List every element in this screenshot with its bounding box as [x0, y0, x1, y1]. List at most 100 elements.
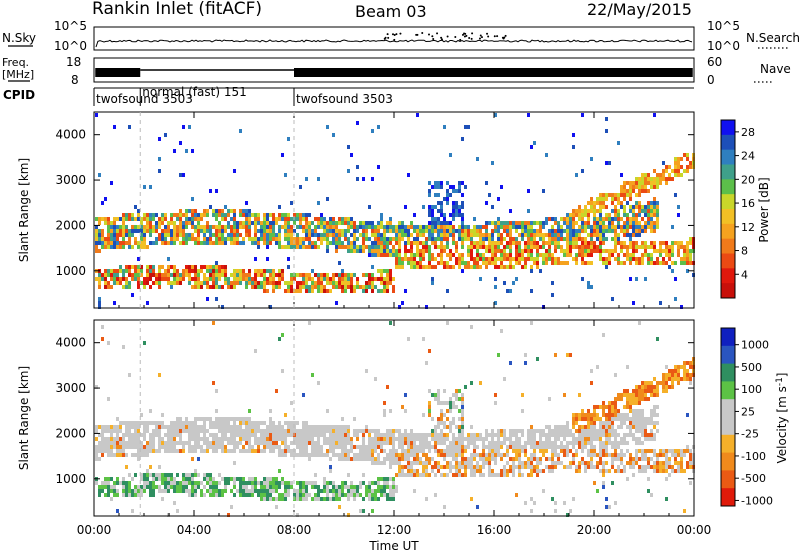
velocity-cell [656, 453, 659, 457]
velocity-cell [188, 433, 191, 437]
velocity-cell [647, 449, 650, 453]
velocity-cell [260, 497, 263, 501]
velocity-cell [527, 461, 530, 465]
velocity-cell [335, 429, 338, 433]
velocity-cell [554, 353, 557, 357]
power-cell [632, 257, 635, 261]
power-cell [542, 253, 545, 257]
power-cell [125, 277, 128, 281]
power-cell [281, 269, 284, 273]
power-cell [473, 241, 476, 245]
velocity-cell [419, 473, 422, 477]
power-cell [350, 289, 353, 293]
power-cell [398, 253, 401, 257]
velocity-cell [194, 485, 197, 489]
velocity-cell [167, 425, 170, 429]
power-cell [653, 229, 656, 233]
velocity-cell [311, 453, 314, 457]
power-cell [476, 229, 479, 233]
power-cell [578, 217, 581, 221]
velocity-cell [602, 405, 605, 409]
power-cell [398, 261, 401, 265]
velocity-cell [647, 421, 650, 425]
velocity-cell [353, 417, 356, 421]
velocity-cell [671, 449, 674, 453]
power-cell [569, 249, 572, 253]
velocity-cell [632, 413, 635, 417]
velocity-cell [569, 465, 572, 469]
power-cell [290, 229, 293, 233]
velocity-cell [647, 397, 650, 401]
power-cell [572, 225, 575, 229]
power-cell [578, 213, 581, 217]
power-cell [428, 253, 431, 257]
power-cell [479, 277, 482, 281]
velocity-cell [332, 441, 335, 445]
power-cell [446, 221, 449, 225]
power-cell [521, 257, 524, 261]
power-cell [389, 241, 392, 245]
velocity-cell [446, 473, 449, 477]
power-cell [584, 237, 587, 241]
power-cell [491, 237, 494, 241]
velocity-cell [644, 453, 647, 457]
velocity-colorbar-label: Velocity [m s-1] [775, 373, 789, 464]
power-cell [437, 193, 440, 197]
velocity-cell [686, 377, 689, 381]
power-cell [533, 221, 536, 225]
velocity-cell [254, 489, 257, 493]
power-cell [632, 225, 635, 229]
power-cell [293, 277, 296, 281]
power-cell [536, 229, 539, 233]
power-cell [380, 249, 383, 253]
power-cell [269, 225, 272, 229]
power-cell [464, 261, 467, 265]
power-cell [113, 281, 116, 285]
power-cell [389, 237, 392, 241]
velocity-cell [317, 445, 320, 449]
velocity-cell [425, 457, 428, 461]
power-cell [593, 213, 596, 217]
power-cell [623, 197, 626, 201]
power-cell [497, 241, 500, 245]
velocity-cell [461, 429, 464, 433]
power-cell [206, 221, 209, 225]
power-cell [263, 221, 266, 225]
velocity-cell [128, 425, 131, 429]
power-cell [515, 221, 518, 225]
colorbar-tick-label: 500 [741, 361, 762, 374]
power-cell [158, 277, 161, 281]
power-cell [107, 221, 110, 225]
velocity-cell [638, 389, 641, 393]
power-cell [557, 241, 560, 245]
power-cell [353, 285, 356, 289]
velocity-cell [599, 469, 602, 473]
power-cell [626, 201, 629, 205]
power-cell [209, 241, 212, 245]
velocity-cell [323, 425, 326, 429]
power-cell [296, 213, 299, 217]
power-cell [491, 245, 494, 249]
power-cell [533, 257, 536, 261]
power-cell [653, 197, 656, 201]
power-cell [311, 285, 314, 289]
power-cell [344, 221, 347, 225]
power-cell [311, 281, 314, 285]
power-cell [314, 273, 317, 277]
velocity-cell [221, 445, 224, 449]
velocity-cell [107, 481, 110, 485]
power-cell [155, 237, 158, 241]
velocity-cell [203, 473, 206, 477]
power-cell [185, 209, 188, 213]
power-cell [335, 273, 338, 277]
velocity-cell [560, 429, 563, 433]
velocity-cell [455, 441, 458, 445]
power-cell [623, 181, 626, 185]
velocity-cell [167, 445, 170, 449]
velocity-cell [641, 413, 644, 417]
velocity-cell [119, 429, 122, 433]
power-cell [605, 129, 608, 133]
power-cell [200, 225, 203, 229]
velocity-cell [278, 425, 281, 429]
velocity-cell [137, 425, 140, 429]
